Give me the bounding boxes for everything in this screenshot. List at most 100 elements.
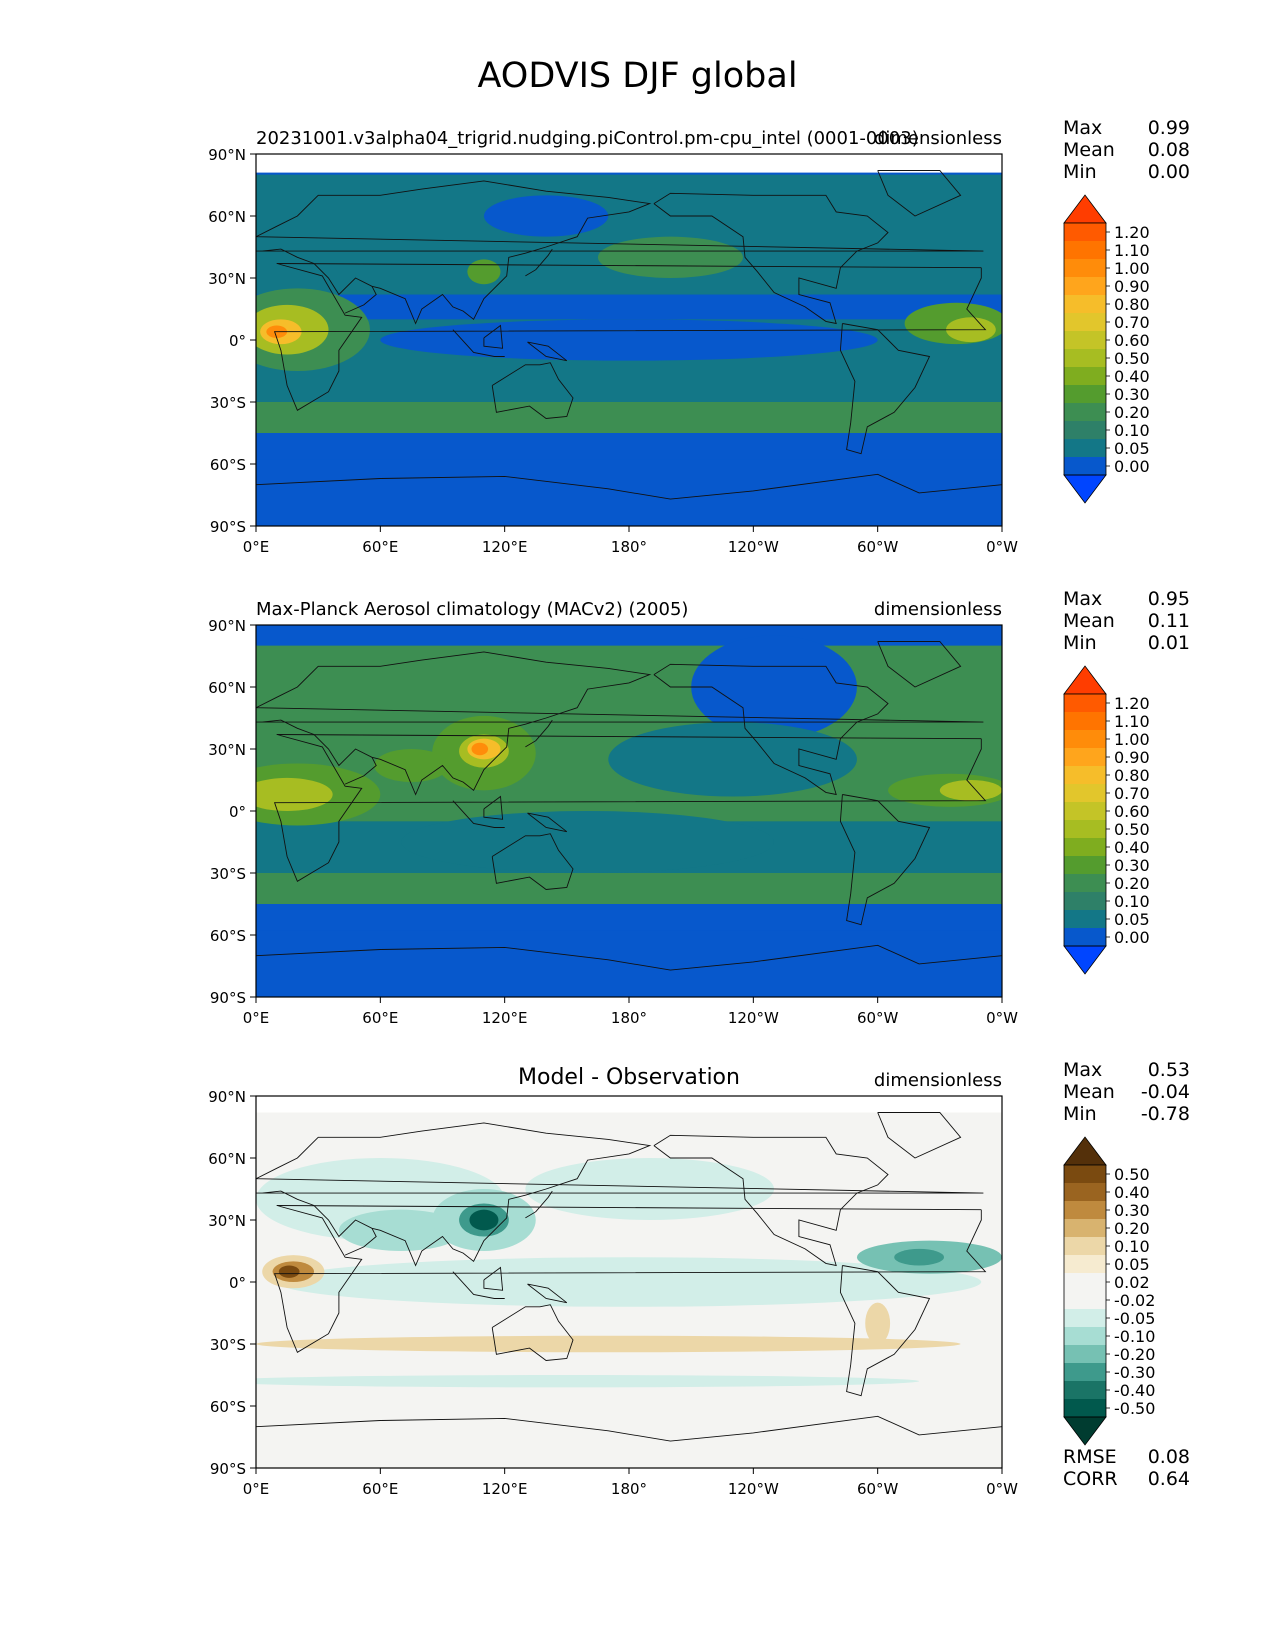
colorbar-segment — [1064, 421, 1106, 439]
contour-band — [256, 1096, 1002, 1113]
y-tick-label: 60°S — [210, 1398, 246, 1416]
colorbar-tick-label: 0.05 — [1114, 1255, 1150, 1274]
coastline — [256, 1122, 984, 1267]
y-tick-label: 60°N — [208, 679, 246, 697]
coastline — [877, 641, 962, 688]
colorbar-tick-label: -0.50 — [1114, 1399, 1155, 1418]
colorbar-tick-label: 0.70 — [1114, 313, 1150, 332]
figure-title: AODVIS DJF global — [477, 56, 798, 96]
stat-value: -0.04 — [1141, 1081, 1190, 1103]
rmse-label: RMSE — [1063, 1446, 1117, 1468]
colorbar-tick-label: 0.00 — [1114, 457, 1150, 476]
colorbar-tick-label: 0.50 — [1114, 1165, 1150, 1184]
coastline — [452, 800, 505, 828]
contour-area — [401, 811, 775, 873]
panel-right-title: dimensionless — [874, 599, 1002, 620]
colorbar-tick-label: 0.05 — [1114, 439, 1150, 458]
y-tick-label: 30°N — [208, 270, 246, 288]
panel-center-title: Model - Observation — [518, 1065, 740, 1090]
coastline — [839, 1265, 931, 1397]
colorbar-tick-label: 1.20 — [1114, 694, 1150, 713]
colorbar-extend-max — [1063, 1136, 1107, 1166]
colorbar-tick-label: 0.50 — [1114, 820, 1150, 839]
x-tick-label: 120°W — [728, 538, 779, 556]
coastline — [273, 1205, 987, 1353]
coastline — [527, 1283, 568, 1304]
colorbar-segment — [1064, 1399, 1106, 1417]
stat-label: Max — [1063, 117, 1102, 139]
x-tick-label: 180° — [611, 1480, 647, 1498]
colorbar-segment — [1064, 730, 1106, 748]
contour-band — [256, 873, 1002, 904]
colorbar-extend-min — [1063, 945, 1107, 975]
colorbar-segment — [1064, 874, 1106, 892]
contour-band — [256, 154, 1002, 173]
map-field — [256, 154, 1002, 526]
colorbar-tick-label: 0.90 — [1114, 748, 1150, 767]
colorbar-tick-label: 1.00 — [1114, 730, 1150, 749]
contour-area — [525, 1158, 775, 1220]
contour-area — [338, 1209, 464, 1252]
coastline — [525, 719, 553, 748]
colorbar-frame — [1063, 1164, 1107, 1418]
contour-area — [939, 780, 1002, 801]
x-tick-label: 120°E — [482, 1009, 528, 1027]
colorbar-tick-label: 0.80 — [1114, 766, 1150, 785]
contour-area — [608, 722, 857, 797]
colorbar-segment — [1064, 1381, 1106, 1399]
coastline — [491, 362, 574, 419]
coastline — [525, 248, 553, 277]
contour-band — [256, 402, 1002, 433]
stat-label: Min — [1063, 632, 1097, 654]
colorbar-tick-label: -0.20 — [1114, 1345, 1155, 1364]
stat-label: Min — [1063, 161, 1097, 183]
coastline — [256, 651, 984, 796]
x-tick-label: 60°W — [857, 538, 899, 556]
colorbar-segment — [1064, 277, 1106, 295]
coastline — [527, 341, 568, 362]
colorbar-segment — [1064, 712, 1106, 730]
colorbar-segment — [1064, 223, 1106, 241]
x-tick-label: 60°W — [857, 1009, 899, 1027]
panel-3: 0°E 60°E 120°E 180° 120°W 60°W 0°W 90°N 60°N 30°N… — [208, 1059, 1190, 1498]
colorbar-tick-label: -0.10 — [1114, 1327, 1155, 1346]
stat-label: Min — [1063, 1103, 1097, 1125]
colorbar-tick-label: -0.30 — [1114, 1363, 1155, 1382]
colorbar-tick-label: 1.00 — [1114, 259, 1150, 278]
colorbar-tick-label: 0.30 — [1114, 385, 1150, 404]
y-tick-label: 90°S — [210, 1460, 246, 1478]
coastline — [839, 794, 931, 926]
colorbar-tick-label: -0.05 — [1114, 1309, 1155, 1328]
colorbar-segment — [1064, 1183, 1106, 1201]
colorbar-extend-min — [1063, 1416, 1107, 1446]
contour-band — [256, 930, 1002, 997]
colorbar-segment — [1064, 1201, 1106, 1219]
colorbar-frame — [1063, 693, 1107, 947]
colorbar-segment — [1064, 1165, 1106, 1183]
stat-value: 0.11 — [1148, 610, 1190, 632]
panel-1: 0°E 60°E 120°E 180° 120°W 60°W 0°W 90°N 60°N 30°N… — [208, 117, 1190, 556]
x-tick-label: 0°E — [243, 1480, 270, 1498]
x-tick-label: 0°W — [986, 1480, 1018, 1498]
colorbar-tick-label: 0.02 — [1114, 1273, 1150, 1292]
contour-area — [256, 777, 333, 811]
colorbar-segment — [1064, 784, 1106, 802]
y-tick-label: 90°N — [208, 146, 246, 164]
colorbar-tick-label: 0.50 — [1114, 349, 1150, 368]
colorbar-tick-label: 0.20 — [1114, 1219, 1150, 1238]
coastline — [483, 324, 504, 349]
coastline — [525, 1190, 553, 1219]
stat-label: Mean — [1063, 139, 1115, 161]
colorbar-segment — [1064, 295, 1106, 313]
stat-label: Max — [1063, 1059, 1102, 1081]
colorbar-segment — [1064, 349, 1106, 367]
colorbar-tick-label: 0.20 — [1114, 874, 1150, 893]
colorbar-segment — [1064, 1345, 1106, 1363]
colorbar-segment — [1064, 385, 1106, 403]
colorbar-segment — [1064, 439, 1106, 457]
stat-value: 0.53 — [1148, 1059, 1190, 1081]
contour-area — [278, 1265, 300, 1278]
panel-right-title: dimensionless — [874, 128, 1002, 149]
x-tick-label: 120°W — [728, 1009, 779, 1027]
